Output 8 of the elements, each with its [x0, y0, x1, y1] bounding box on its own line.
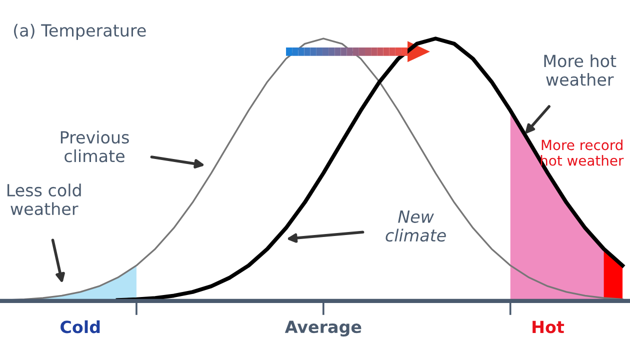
- x-tick-label: Hot: [532, 320, 564, 334]
- chart-title: (a) Temperature: [14, 24, 146, 40]
- annotation: Previous climate: [60, 130, 129, 162]
- x-tick-label: Average: [284, 320, 362, 336]
- annotation: New climate: [386, 210, 446, 242]
- annotation: More hot weather: [544, 54, 616, 86]
- annotation: Less cold weather: [7, 184, 81, 216]
- x-tick-label: Cold: [60, 320, 100, 334]
